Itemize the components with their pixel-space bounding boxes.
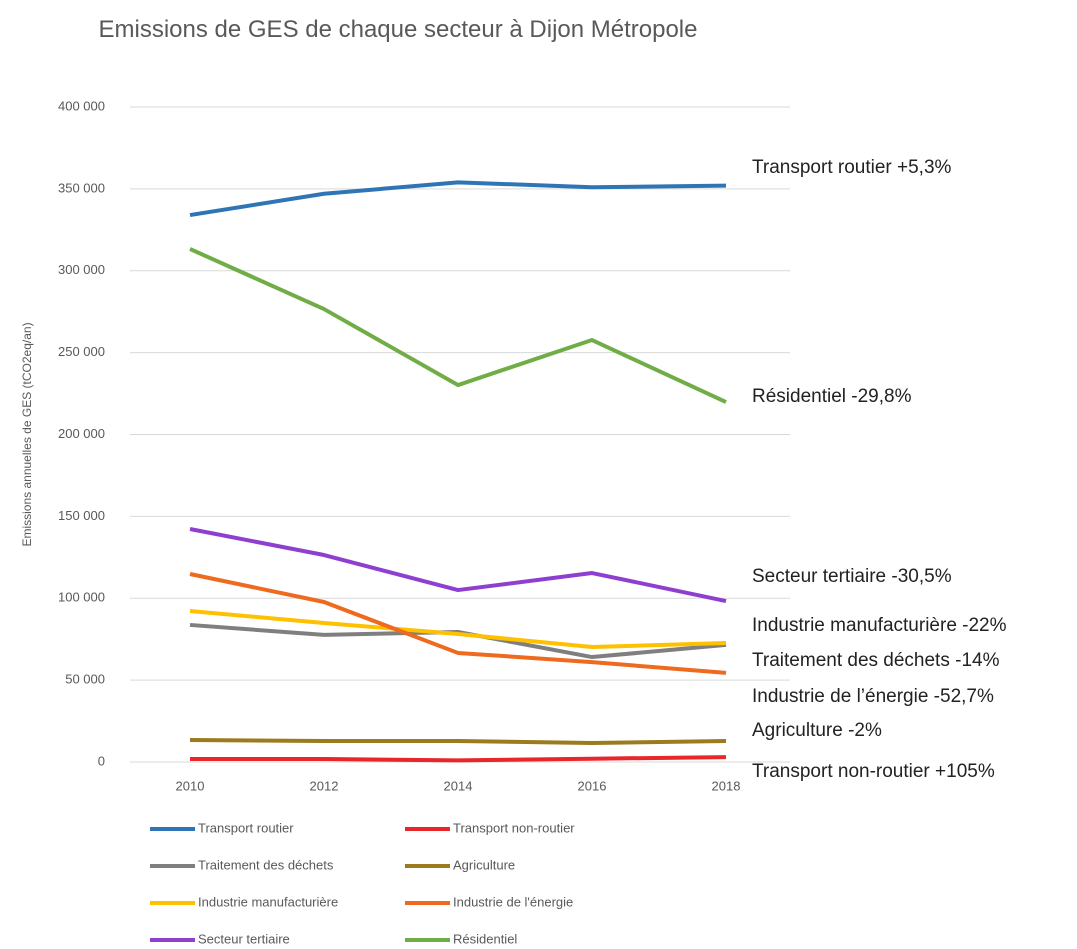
- legend-label: Résidentiel: [453, 931, 517, 946]
- annotation: Traitement des déchets -14%: [752, 650, 1000, 671]
- legend-label: Transport routier: [198, 820, 294, 835]
- legend-label: Secteur tertiaire: [198, 931, 290, 946]
- series-line: [190, 755, 727, 763]
- y-tick-label: 300 000: [58, 262, 105, 277]
- y-tick-label: 250 000: [58, 344, 105, 359]
- series-line: [189, 247, 727, 404]
- legend-label: Agriculture: [453, 857, 515, 872]
- y-tick-label: 350 000: [58, 180, 105, 195]
- y-tick-label: 100 000: [58, 590, 105, 605]
- y-tick-label: 150 000: [58, 508, 105, 523]
- x-tick-label: 2012: [310, 778, 339, 793]
- x-tick-label: 2016: [578, 778, 607, 793]
- x-tick-label: 2010: [176, 778, 205, 793]
- legend-label: Industrie de l'énergie: [453, 894, 573, 909]
- annotation: Industrie de l’énergie -52,7%: [752, 686, 994, 707]
- series-line: [189, 609, 727, 650]
- series-line: [189, 180, 727, 218]
- annotation: Secteur tertiaire -30,5%: [752, 566, 952, 587]
- annotation: Transport routier +5,3%: [752, 157, 952, 178]
- legend-label: Transport non-routier: [453, 820, 575, 835]
- annotation: Résidentiel -29,8%: [752, 386, 912, 407]
- y-tick-label: 200 000: [58, 426, 105, 441]
- x-tick-label: 2018: [712, 778, 741, 793]
- y-tick-label: 50 000: [65, 672, 105, 687]
- annotation: Industrie manufacturière -22%: [752, 615, 1007, 636]
- chart-title: Emissions de GES de chaque secteur à Dij…: [98, 16, 698, 43]
- legend-label: Traitement des déchets: [198, 857, 334, 872]
- y-axis-label: Emissions annuelles de GES (tCO2eq/an): [20, 322, 34, 546]
- x-tick-label: 2014: [444, 778, 473, 793]
- series-line: [189, 527, 727, 603]
- y-tick-label: 0: [98, 753, 105, 768]
- y-tick-label: 400 000: [58, 98, 105, 113]
- annotation: Transport non-routier +105%: [752, 761, 995, 782]
- legend-label: Industrie manufacturière: [198, 894, 338, 909]
- series-line: [189, 572, 727, 675]
- series-line: [189, 738, 727, 746]
- annotation: Agriculture -2%: [752, 720, 882, 741]
